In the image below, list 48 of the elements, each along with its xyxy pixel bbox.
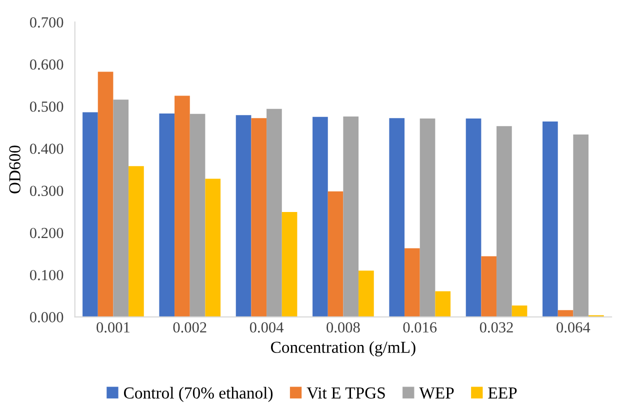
bar	[236, 115, 252, 317]
y-tick-label: 0.300	[30, 186, 64, 196]
bar	[82, 112, 98, 317]
y-tick-label: 0.700	[30, 17, 64, 28]
legend-label: WEP	[419, 388, 454, 399]
y-tick-label: 0.400	[30, 144, 64, 154]
bar	[312, 116, 328, 317]
y-tick-label: 0.000	[30, 312, 64, 322]
bar	[573, 134, 589, 317]
bar	[420, 118, 436, 317]
legend-label: EEP	[488, 388, 517, 398]
bar	[558, 310, 574, 317]
x-axis-title: Concentration (g/mL)	[270, 341, 416, 356]
bar	[466, 118, 482, 317]
bar	[358, 270, 374, 317]
bar	[343, 116, 359, 317]
bar	[328, 191, 344, 317]
legend-label: Vit E TPGS	[306, 387, 385, 399]
x-tick-label: 0.064	[556, 322, 590, 333]
legend-label: Control (70% ethanol)	[124, 386, 273, 402]
bar	[113, 100, 129, 317]
bar	[266, 108, 282, 317]
bar	[251, 118, 267, 317]
y-tick-label: 0.100	[30, 270, 64, 280]
bar	[282, 212, 298, 317]
bar	[481, 256, 497, 317]
y-axis-title: OD600	[9, 146, 20, 194]
x-tick-label: 0.008	[326, 322, 360, 333]
bar	[128, 166, 144, 317]
bar	[174, 96, 190, 317]
bar	[512, 306, 528, 317]
bar	[159, 113, 175, 317]
bar	[542, 121, 558, 317]
bar	[404, 248, 420, 317]
bar	[205, 178, 221, 317]
bar	[496, 126, 512, 317]
x-tick-label: 0.002	[173, 322, 206, 333]
x-tick-label: 0.001	[96, 322, 130, 333]
bar	[435, 291, 451, 317]
x-tick-label: 0.016	[403, 322, 437, 333]
y-tick-label: 0.600	[30, 59, 64, 70]
y-tick-label: 0.200	[30, 228, 64, 238]
x-tick-label: 0.004	[250, 322, 284, 333]
bar	[98, 72, 114, 317]
bar	[389, 118, 405, 317]
bar	[190, 114, 206, 317]
x-tick-label: 0.032	[480, 322, 513, 333]
y-tick-label: 0.500	[30, 101, 64, 112]
